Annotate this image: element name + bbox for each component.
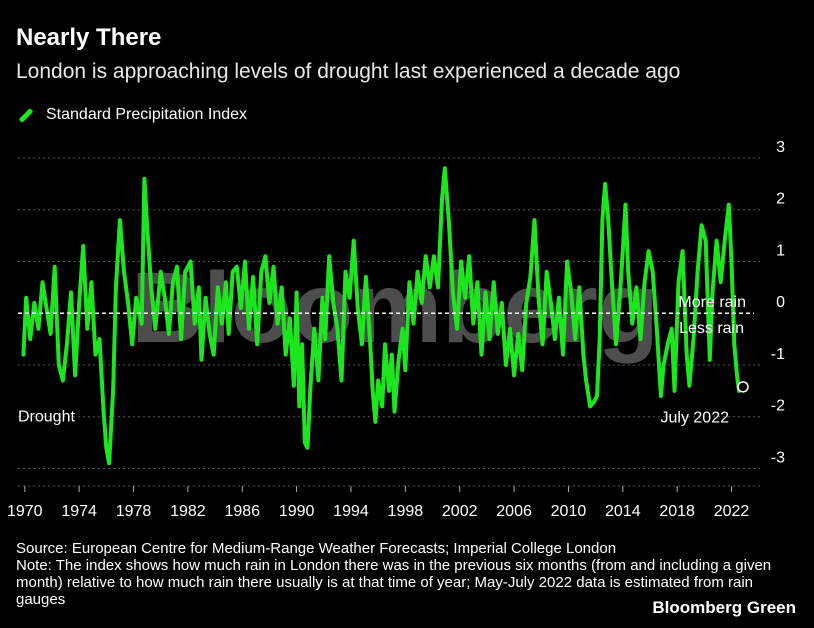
spi-series-line bbox=[21, 166, 741, 466]
x-tick-label: 2010 bbox=[551, 503, 587, 520]
chart-subtitle: London is approaching levels of drought … bbox=[16, 60, 681, 83]
x-tick-label: 1970 bbox=[7, 503, 43, 520]
x-tick-label: 2002 bbox=[442, 503, 478, 520]
x-tick-label: 2022 bbox=[714, 503, 750, 520]
brand-logo: Bloomberg Green bbox=[652, 598, 796, 617]
x-tick-label: 2014 bbox=[605, 503, 641, 520]
x-tick-label: 1982 bbox=[170, 503, 206, 520]
latest-point-marker bbox=[737, 381, 749, 393]
source-note: Source: European Centre for Medium-Range… bbox=[16, 540, 617, 557]
drought-label: Drought bbox=[18, 409, 75, 426]
y-tick-label: 1 bbox=[776, 242, 785, 259]
y-tick-label: -3 bbox=[771, 449, 785, 466]
x-tick-label: 2018 bbox=[659, 503, 695, 520]
y-tick-label: 0 bbox=[776, 294, 785, 311]
more-rain-label: More rain bbox=[678, 294, 746, 311]
x-tick-label: 1978 bbox=[116, 503, 152, 520]
y-tick-label: -2 bbox=[771, 398, 785, 415]
y-tick-label: 3 bbox=[776, 139, 785, 156]
x-tick-label: 1986 bbox=[224, 503, 260, 520]
y-tick-label: 2 bbox=[776, 191, 785, 208]
x-tick-label: 1974 bbox=[61, 503, 97, 520]
x-tick-label: 2006 bbox=[496, 503, 532, 520]
y-tick-label: -1 bbox=[771, 346, 785, 363]
legend: Standard Precipitation Index bbox=[18, 106, 247, 124]
footer: Source: European Centre for Medium-Range… bbox=[16, 540, 776, 608]
chart-title: Nearly There bbox=[16, 24, 162, 51]
x-tick-label: 1994 bbox=[333, 503, 369, 520]
x-tick-label: 1990 bbox=[279, 503, 315, 520]
method-note: Note: The index shows how much rain in L… bbox=[16, 557, 772, 608]
legend-label: Standard Precipitation Index bbox=[46, 106, 248, 123]
less-rain-label: Less rain bbox=[679, 320, 744, 337]
x-tick-label: 1998 bbox=[388, 503, 424, 520]
latest-label: July 2022 bbox=[661, 410, 730, 427]
